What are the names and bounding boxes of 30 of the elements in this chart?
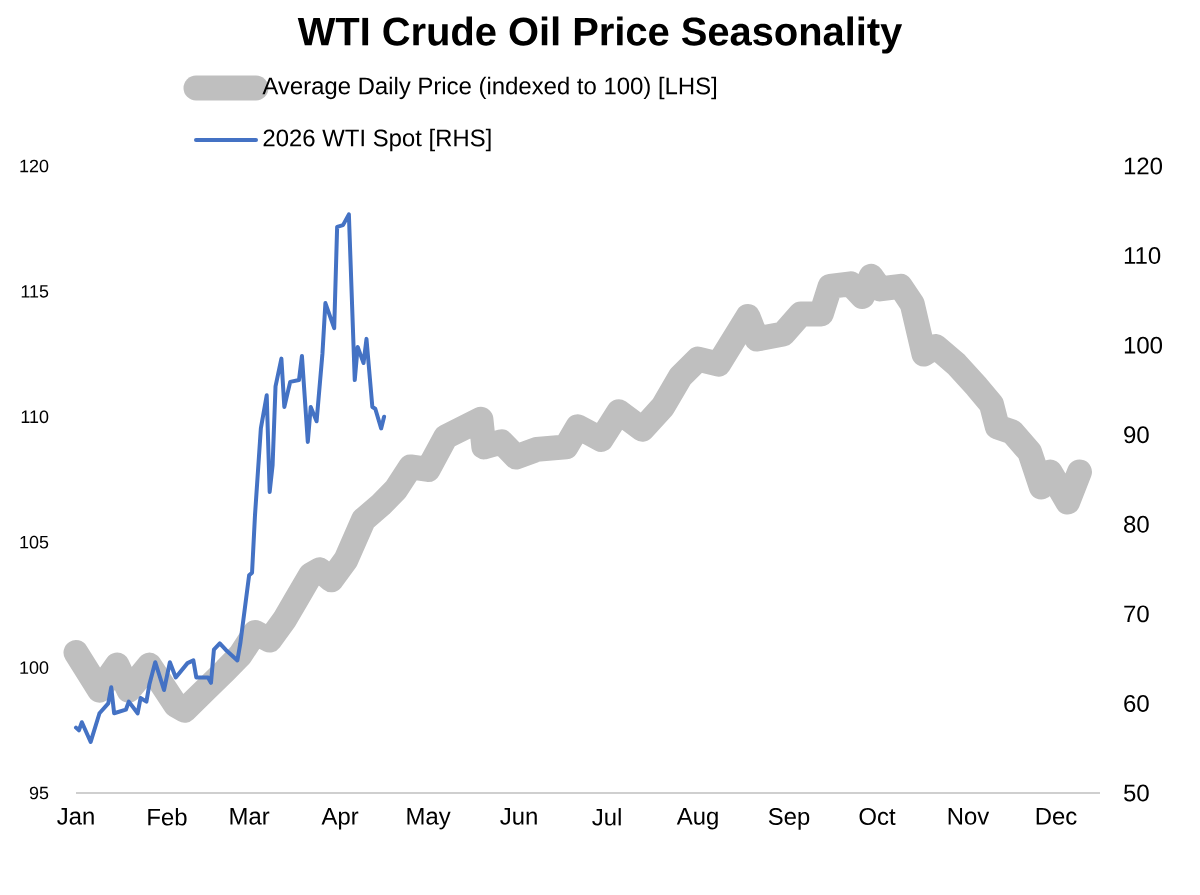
y-tick-label: 105 [20,535,49,549]
x-tick-label: Mar [230,808,270,825]
y2-tick-label: 70 [1124,605,1149,623]
x-tick-label: Jan [57,808,94,825]
chart-title: WTI Crude Oil Price Seasonality [297,16,903,54]
y-tick-label: 120 [20,159,49,173]
y2-tick-label: 120 [1124,157,1163,175]
line-series [74,212,387,744]
x-tick-label: Dec [1036,808,1077,825]
x-tick-label: Oct [859,808,896,825]
y2-tick-label: 60 [1124,694,1149,712]
y2-tick-label: 50 [1124,784,1149,802]
y2-tick-label: 110 [1124,247,1161,265]
x-tick-label: May [407,808,451,830]
y2-tick-label: 80 [1124,515,1149,533]
x-tick-label: Nov [948,808,990,825]
x-tick-label: Jul [592,808,621,826]
x-tick-label: Apr [321,808,359,830]
y-tick-label: 115 [21,285,49,298]
y-tick-label: 95 [29,786,49,800]
legend-label: Average Daily Price (indexed to 100) [LHS] [262,76,717,100]
x-tick-label: Feb [148,808,187,826]
x-tick-label: Aug [676,808,718,830]
y2-tick-label: 100 [1124,336,1163,354]
y-tick-label: 110 [21,410,49,424]
y2-tick-label: 90 [1124,426,1149,444]
legend-label: 2026 WTI Spot [RHS] [263,128,491,152]
x-tick-label: Jun [500,808,537,825]
y-tick-label: 100 [20,661,49,674]
x-tick-label: Sep [768,808,810,830]
